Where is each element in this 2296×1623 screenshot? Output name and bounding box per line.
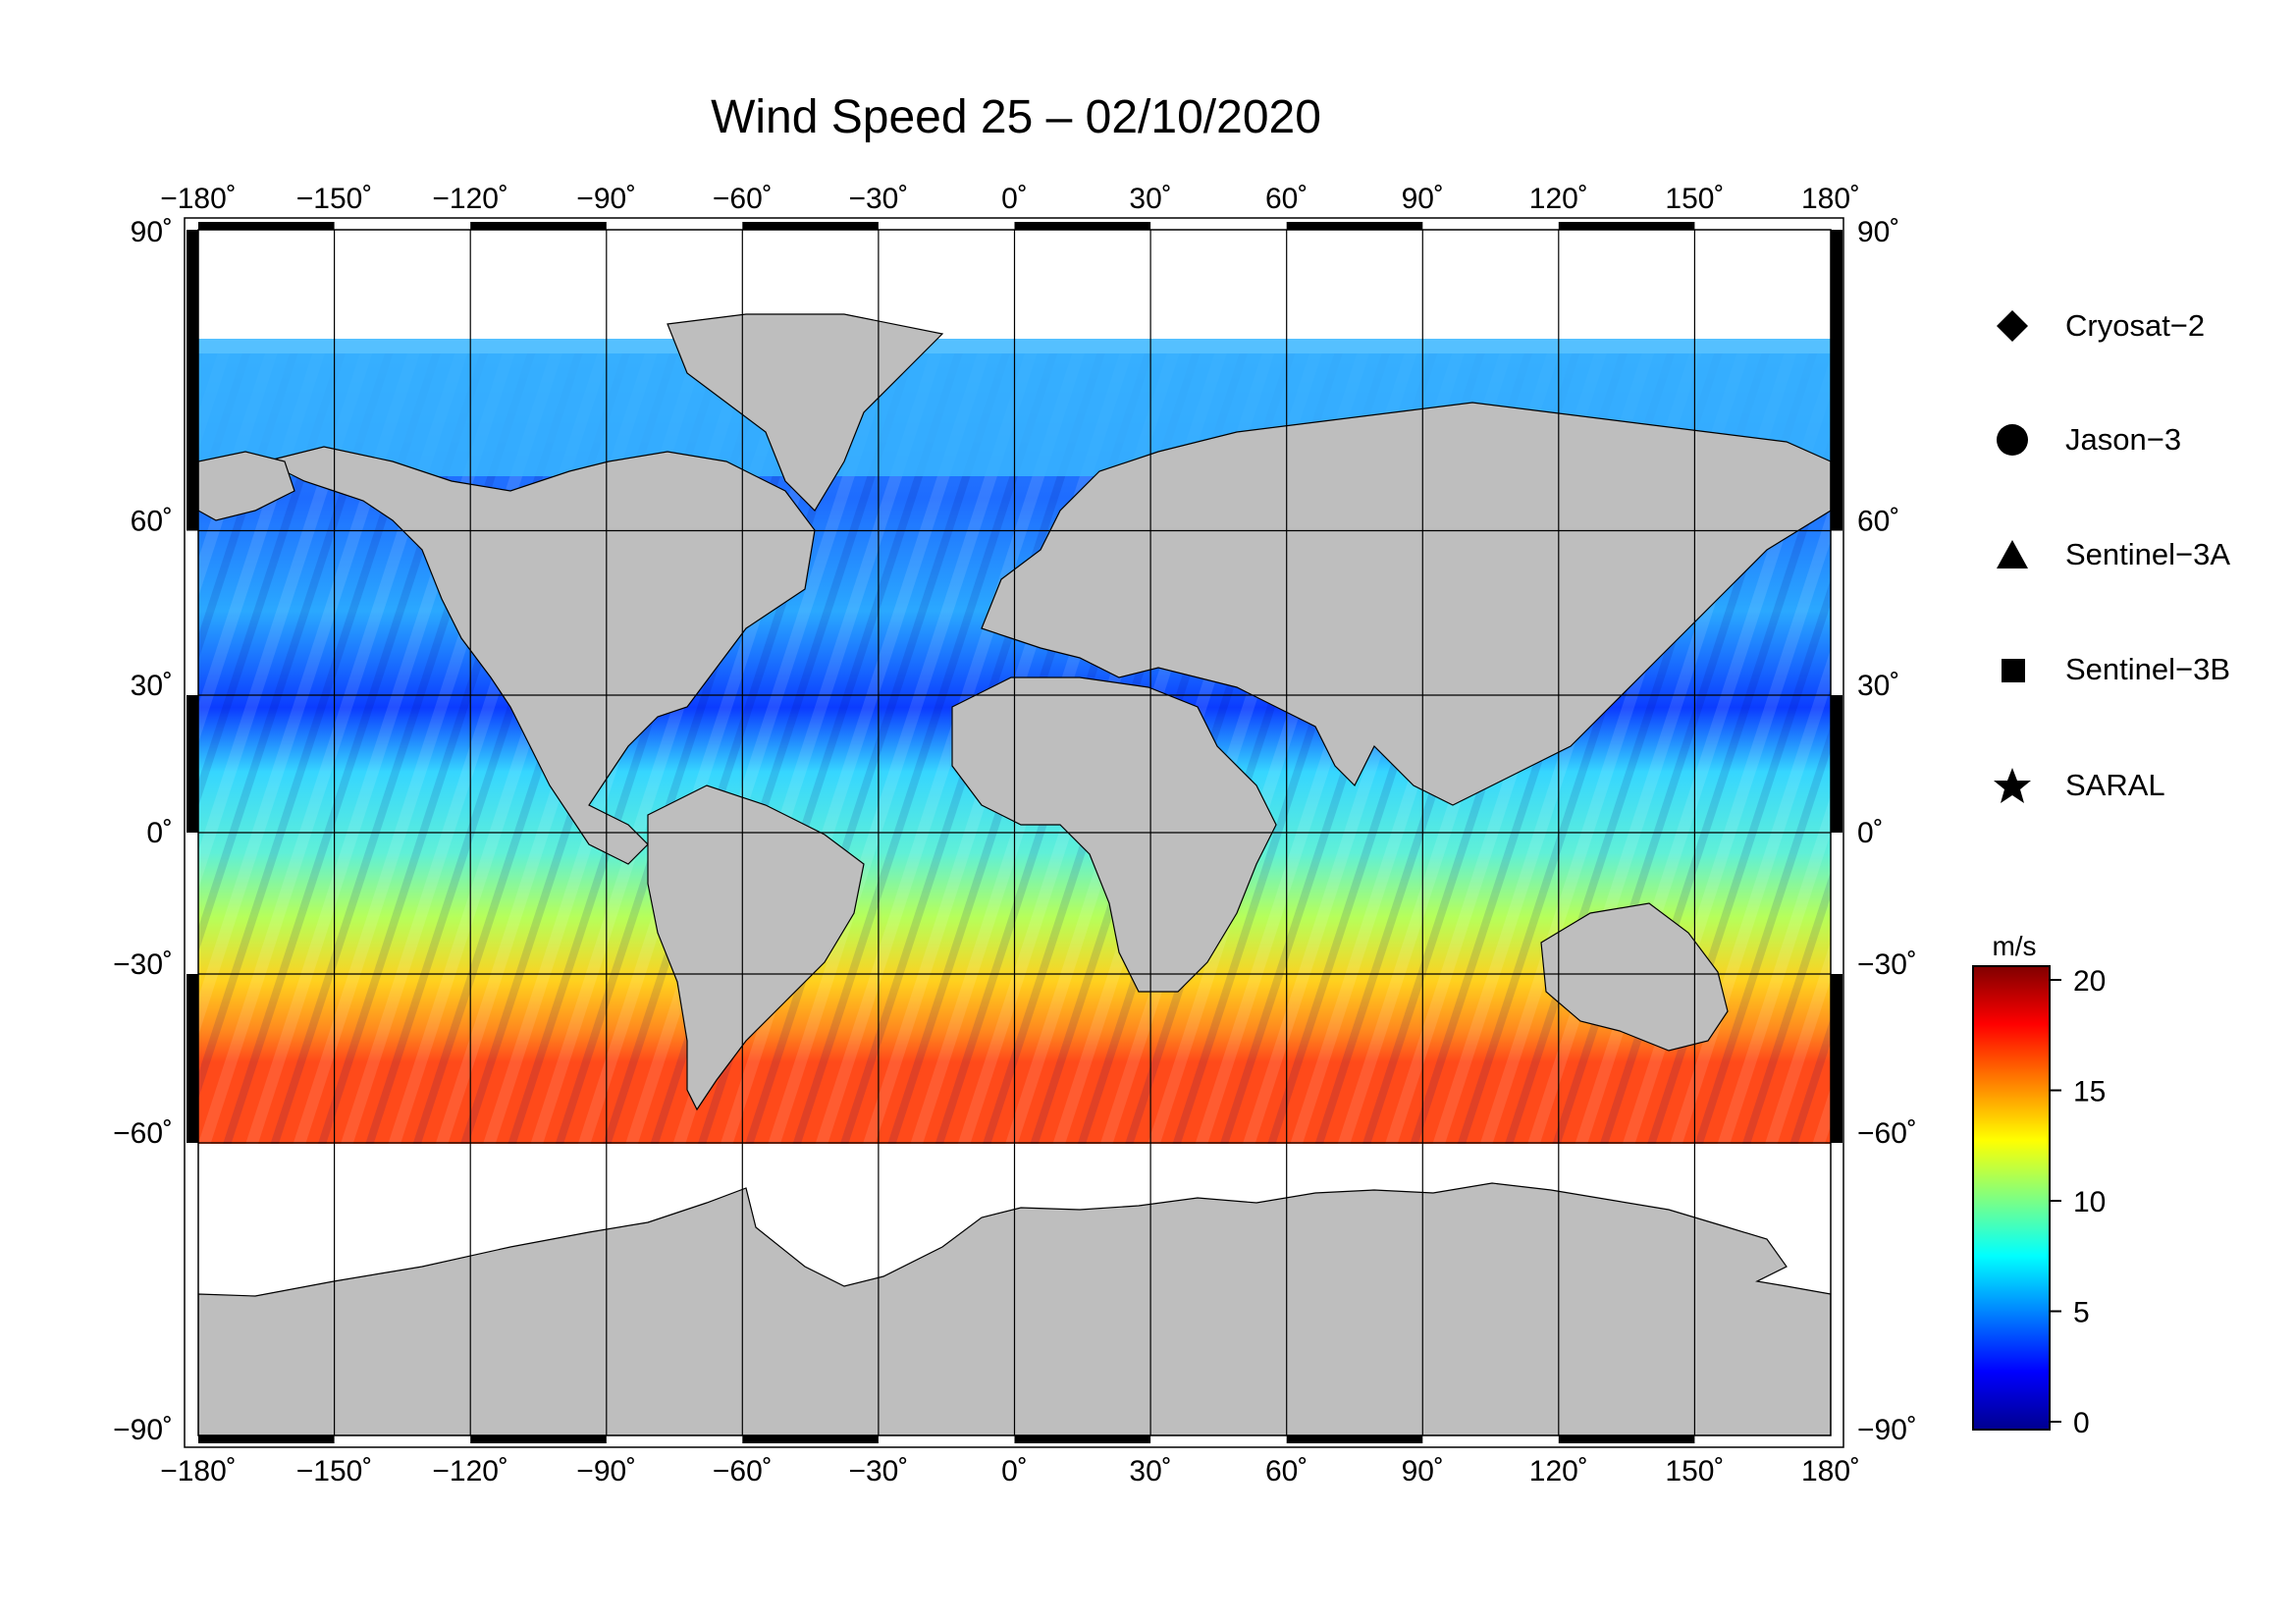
longitude-tick-label: 150˚ [1665, 183, 1724, 215]
longitude-tick-label: −150˚ [296, 183, 373, 215]
legend-label: Cryosat−2 [2065, 308, 2206, 343]
colorbar-ticks: 20 15 10 5 0 [2050, 965, 2106, 1439]
longitude-tick-label: −60˚ [713, 1455, 773, 1488]
longitude-tick-label: −120˚ [432, 1455, 508, 1488]
longitude-tick-label: −30˚ [848, 183, 908, 215]
colorbar-unit: m/s [1992, 931, 2037, 961]
colorbar-tick-label: 5 [2073, 1297, 2090, 1329]
circle-icon [1993, 420, 2032, 460]
chart-title: Wind Speed 25 – 02/10/2020 [711, 91, 1321, 143]
colorbar-gradient [1972, 965, 2051, 1431]
africa [951, 676, 1277, 993]
longitude-tick-label: 90˚ [1402, 183, 1444, 215]
triangle-icon [1993, 535, 2032, 574]
square-icon [1993, 650, 2032, 689]
legend-label: SARAL [2065, 768, 2165, 802]
longitude-tick-label: 120˚ [1529, 183, 1588, 215]
latitude-tick-label: −60˚ [113, 1117, 173, 1150]
north-america [263, 446, 816, 865]
longitude-tick-label: −90˚ [576, 1455, 636, 1488]
legend-label: Sentinel−3A [2065, 537, 2231, 571]
longitude-tick-label: −90˚ [576, 183, 636, 215]
eurasia [981, 402, 1831, 806]
longitude-tick-label: −180˚ [160, 183, 237, 215]
longitude-tick-label: 60˚ [1265, 1455, 1308, 1488]
longitude-tick-label: 90˚ [1402, 1455, 1444, 1488]
longitude-tick-label: −150˚ [296, 1455, 373, 1488]
latitude-ticks-right: 90˚ 60˚ 30˚ 0˚ −30˚ −60˚ −90˚ [1857, 216, 1917, 1446]
latitude-tick-label: −60˚ [1857, 1117, 1917, 1150]
south-america [647, 784, 865, 1111]
latitude-tick-label: −90˚ [113, 1414, 173, 1446]
longitude-tick-label: 120˚ [1529, 1455, 1588, 1488]
latitude-tick-label: 0˚ [146, 817, 173, 849]
star-icon [1993, 766, 2032, 805]
colorbar-tick-label: 20 [2073, 965, 2106, 998]
longitude-tick-label: 0˚ [1001, 183, 1028, 215]
greenland [667, 313, 944, 512]
legend-item-sentinel-3a: Sentinel−3A [1993, 535, 2230, 574]
latitude-tick-label: −30˚ [113, 948, 173, 981]
longitude-tick-label: 30˚ [1129, 1455, 1171, 1488]
longitude-tick-label: −60˚ [713, 183, 773, 215]
latitude-tick-label: 30˚ [1857, 670, 1899, 702]
longitude-tick-label: −120˚ [432, 183, 508, 215]
latitude-ticks-left: 90˚ 60˚ 30˚ 0˚ −30˚ −60˚ −90˚ [113, 216, 173, 1446]
longitude-tick-label: 60˚ [1265, 183, 1308, 215]
longitude-tick-label: 150˚ [1665, 1455, 1724, 1488]
longitude-tick-label: −180˚ [160, 1455, 237, 1488]
latitude-tick-label: 60˚ [131, 506, 173, 538]
legend-item-saral: SARAL [1993, 766, 2165, 805]
legend-label: Jason−3 [2065, 422, 2182, 457]
latitude-tick-label: 90˚ [1857, 216, 1899, 248]
diamond-icon [1993, 306, 2032, 346]
longitude-tick-label: 30˚ [1129, 183, 1171, 215]
australia [1540, 902, 1729, 1052]
longitude-ticks-top: −180˚ −150˚ −120˚ −90˚ −60˚ −30˚ 0˚ 30˚ 60˚ 90˚ 12… [160, 183, 1860, 215]
map-frame [184, 217, 1844, 1448]
legend-label: Sentinel−3B [2065, 652, 2231, 686]
legend-item-cryosat: Cryosat−2 [1993, 306, 2205, 346]
legend-item-jason: Jason−3 [1993, 420, 2181, 460]
graticule [198, 230, 1831, 1435]
latitude-tick-label: −90˚ [1857, 1414, 1917, 1446]
colorbar-tick-label: 10 [2073, 1186, 2106, 1218]
longitude-tick-label: 0˚ [1001, 1455, 1028, 1488]
colorbar-tick-label: 15 [2073, 1076, 2106, 1109]
latitude-tick-label: 0˚ [1857, 817, 1884, 849]
map-content [198, 230, 1831, 1435]
latitude-tick-label: 60˚ [1857, 506, 1899, 538]
longitude-tick-label: −30˚ [848, 1455, 908, 1488]
longitude-tick-label: 180˚ [1801, 1455, 1860, 1488]
longitude-tick-label: 180˚ [1801, 183, 1860, 215]
longitude-ticks-bottom: −180˚ −150˚ −120˚ −90˚ −60˚ −30˚ 0˚ 30˚ 60˚ 90˚ 12… [160, 1455, 1860, 1488]
latitude-tick-label: 30˚ [131, 670, 173, 702]
latitude-tick-label: 90˚ [131, 216, 173, 248]
legend-item-sentinel-3b: Sentinel−3B [1993, 650, 2230, 689]
colorbar-tick-label: 0 [2073, 1407, 2090, 1439]
colorbar: 20 15 10 5 0 [1972, 965, 2106, 1439]
latitude-tick-label: −30˚ [1857, 948, 1917, 981]
